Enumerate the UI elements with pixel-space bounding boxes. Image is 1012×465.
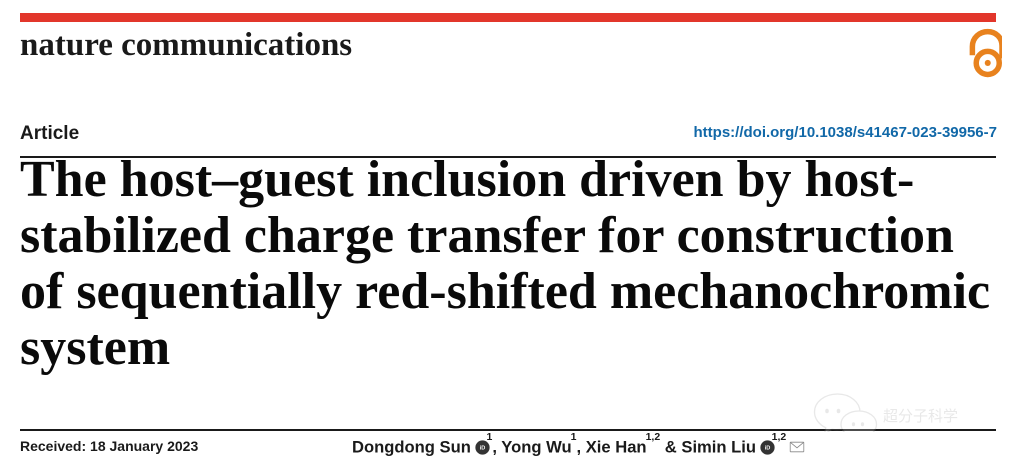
svg-text:iD: iD: [479, 445, 485, 451]
svg-text:超分子科学: 超分子科学: [883, 408, 958, 425]
svg-text:iD: iD: [764, 445, 770, 451]
